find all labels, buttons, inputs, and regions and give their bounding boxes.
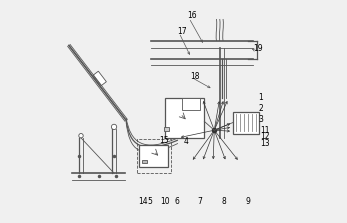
Text: 4: 4	[184, 137, 188, 146]
Text: 16: 16	[187, 11, 196, 20]
Bar	[137, 139, 171, 173]
Text: 13: 13	[261, 139, 270, 148]
Text: 5: 5	[147, 197, 152, 206]
Text: 19: 19	[253, 44, 262, 53]
Text: 3: 3	[258, 115, 263, 124]
Text: 1: 1	[258, 93, 263, 102]
Text: 2: 2	[258, 104, 263, 113]
Text: 14: 14	[138, 197, 148, 206]
Text: 9: 9	[245, 197, 250, 206]
Text: 11: 11	[261, 126, 270, 135]
Text: 12: 12	[261, 132, 270, 141]
Text: 6: 6	[175, 197, 179, 206]
Bar	[93, 71, 107, 86]
Bar	[163, 127, 169, 131]
Circle shape	[111, 124, 117, 130]
Text: 17: 17	[177, 27, 186, 36]
Circle shape	[79, 134, 83, 138]
Bar	[142, 160, 147, 163]
Text: 15: 15	[159, 136, 169, 145]
Bar	[165, 98, 204, 138]
Text: 7: 7	[198, 197, 203, 206]
Text: 10: 10	[160, 197, 170, 206]
Bar	[233, 112, 260, 134]
Bar	[139, 145, 168, 167]
Bar	[182, 98, 200, 110]
Text: 18: 18	[190, 72, 200, 81]
Text: 8: 8	[222, 197, 227, 206]
